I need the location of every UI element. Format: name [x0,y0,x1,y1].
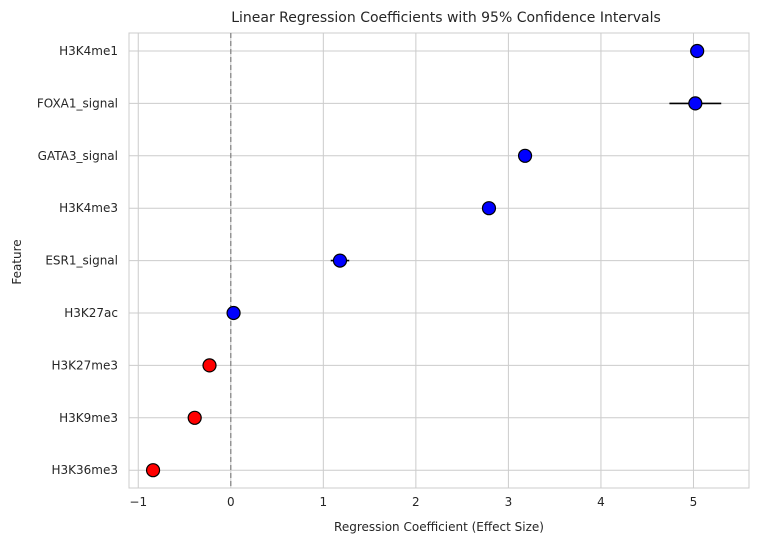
coefficient-point [690,43,705,59]
x-tick-label: 5 [690,495,698,509]
x-axis-label: Regression Coefficient (Effect Size) [334,520,544,534]
x-tick-labels: −1 0 1 2 3 4 5 [129,495,697,509]
y-tick-label: GATA3_signal [38,149,118,163]
x-tick-label: −1 [129,495,147,509]
coefficient-point [226,305,241,321]
coefficient-point [202,358,217,373]
x-tick-label: 1 [320,495,328,509]
y-tick-label: ESR1_signal [45,254,118,268]
plot-frame [128,32,750,489]
y-tick-label: H3K9me3 [59,411,118,425]
coefficient-point [332,253,348,268]
x-tick-label: 0 [227,495,235,509]
y-tick-label: FOXA1_signal [37,96,118,110]
y-tick-label: H3K4me1 [59,44,118,58]
y-tick-label: H3K36me3 [51,463,118,477]
coefficient-point [145,463,161,478]
chart-title: Linear Regression Coefficients with 95% … [231,10,661,26]
x-tick-label: 3 [505,495,513,509]
grid-lines [128,32,750,489]
coefficient-point [187,410,202,425]
y-tick-labels: H3K4me1 FOXA1_signal GATA3_signal H3K4me3 ES… [37,44,118,477]
coefficient-point [517,148,533,163]
x-tick-label: 4 [597,495,605,509]
data-points [145,43,705,478]
y-tick-label: H3K27ac [64,306,118,320]
coefficient-point [688,96,703,111]
y-axis-label: Feature [10,239,24,284]
y-tick-label: H3K27me3 [51,358,118,372]
x-tick-label: 2 [412,495,420,509]
coefficient-point [481,201,497,216]
y-tick-label: H3K4me3 [59,201,118,215]
